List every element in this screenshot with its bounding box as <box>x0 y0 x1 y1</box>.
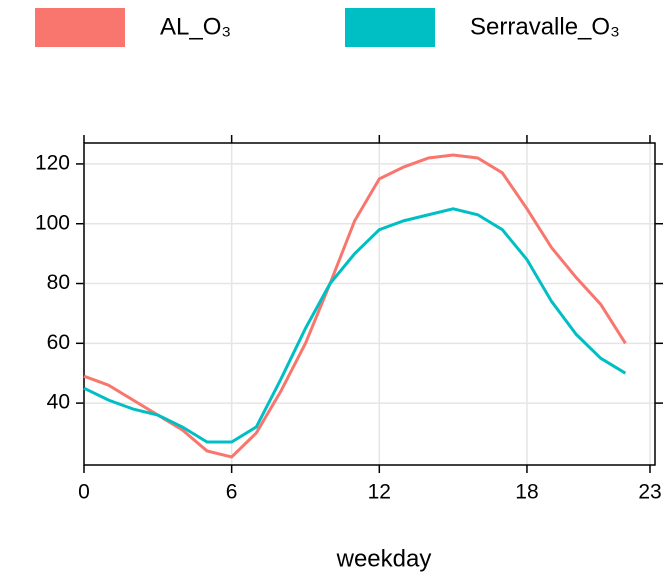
series-line <box>83 207 627 444</box>
legend-swatch <box>35 8 125 47</box>
plot-frame <box>83 142 656 466</box>
x-tick-label: 18 <box>515 481 538 504</box>
x-tick-label: 6 <box>226 481 238 504</box>
legend-label: AL_O₃ <box>160 13 231 40</box>
y-tick-label: 100 <box>35 211 70 234</box>
x-tick-label: 12 <box>368 481 391 504</box>
series-line <box>83 153 627 459</box>
x-tick-label: 0 <box>78 481 90 504</box>
y-tick-label: 80 <box>47 271 70 294</box>
y-tick-label: 60 <box>47 331 70 354</box>
x-tick-label: 23 <box>638 481 661 504</box>
y-tick-label: 40 <box>47 391 70 414</box>
x-axis-label: weekday <box>336 545 432 572</box>
legend-swatch <box>345 8 435 47</box>
legend-label: Serravalle_O₃ <box>470 13 620 40</box>
y-tick-label: 120 <box>35 151 70 174</box>
